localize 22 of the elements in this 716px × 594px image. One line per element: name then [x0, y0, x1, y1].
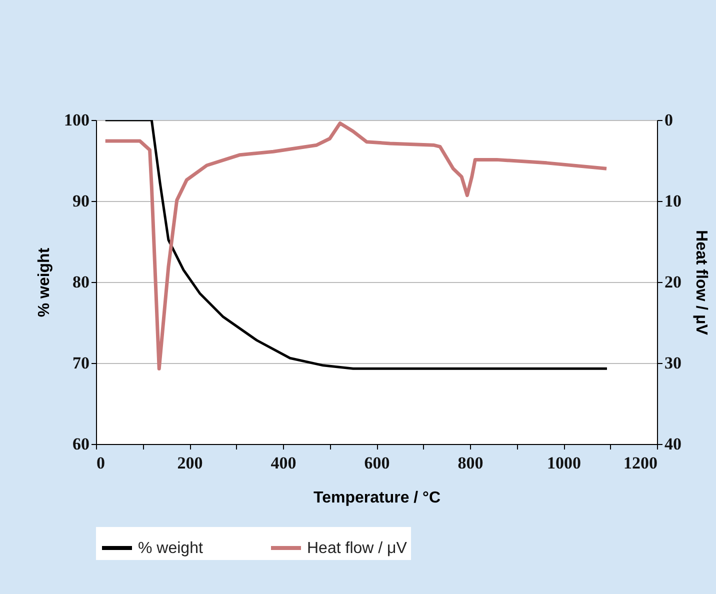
y2-tick-label: 30 [664, 354, 682, 372]
y2-tick-label: 10 [664, 192, 682, 210]
y-axis-title: % weight [36, 247, 53, 318]
legend-label: % weight [138, 540, 204, 557]
legend-label: Heat flow / μV [307, 540, 408, 557]
x-tick-label: 1200 [624, 454, 658, 472]
x-tick-label: 400 [270, 454, 296, 472]
y-tick-label: 90 [72, 192, 90, 210]
y2-tick-label: 0 [664, 110, 673, 130]
x-tick-label: 200 [177, 454, 203, 472]
y2-tick-label: 40 [664, 434, 682, 454]
y-tick-label: 60 [72, 434, 90, 454]
y-tick-label: 100 [64, 110, 90, 130]
y-tick-label: 80 [72, 272, 90, 292]
x-tick-label: 800 [458, 454, 484, 472]
y-tick-label: 70 [72, 354, 90, 372]
x-tick-label: 1000 [547, 454, 581, 472]
y2-tick-label: 20 [664, 272, 682, 292]
x-tick-label: 0 [96, 454, 105, 472]
x-tick-label: 600 [364, 454, 390, 472]
x-axis-title: Temperature / °C [313, 490, 441, 506]
y2-axis-title: Heat flow / μV [692, 230, 710, 336]
